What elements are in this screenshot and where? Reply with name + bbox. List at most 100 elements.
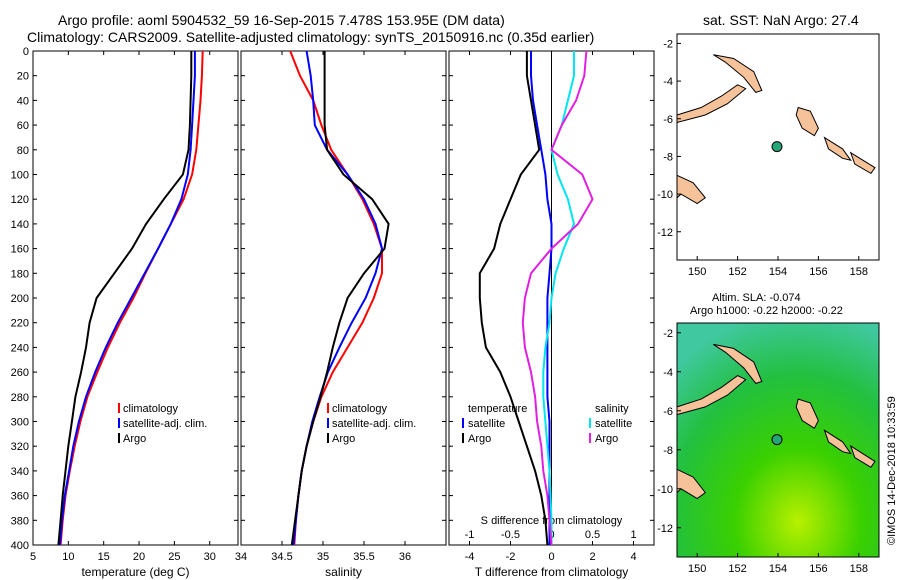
map-y-tick-label: -2 (663, 328, 673, 340)
legend-label: Argo (468, 433, 491, 445)
s-tick-label: -0.5 (501, 529, 520, 541)
land-mass (713, 343, 763, 384)
map-y-tick-label: -8 (663, 151, 673, 163)
y-tick-label: 320 (11, 441, 29, 453)
legend-label: satellite (468, 418, 505, 430)
land-mass (823, 429, 852, 455)
sst-map-panel: 150 152 154 156 158 -2 -4 -6 -8 -10 -12 (657, 33, 880, 278)
x-axis-label: temperature (deg C) (81, 565, 189, 579)
map-y-tick-label: -6 (663, 114, 673, 126)
x-axis-label: T difference from climatology (475, 565, 629, 579)
x-tick-label: 35.5 (353, 551, 374, 563)
y-tick-label: 300 (11, 417, 29, 429)
axes-frame (32, 50, 239, 546)
x-tick-label: 15 (98, 551, 110, 563)
legend-label: climatology (123, 403, 179, 415)
land-mass (795, 106, 819, 137)
axes-frame (240, 50, 447, 546)
y-tick-label: 200 (11, 293, 29, 305)
map-x-tick-label: 154 (769, 563, 787, 575)
legend-label: satellite-adj. clim. (332, 418, 416, 430)
series-line-argo (290, 51, 390, 546)
x-tick-label: 4 (630, 551, 636, 563)
y-tick-label: 140 (11, 219, 29, 231)
y-tick-label: 0 (23, 46, 29, 58)
imos-watermark: ©IMOS 14-Dec-2018 10:33:59 (886, 396, 898, 545)
land-mass (676, 84, 747, 124)
s-tick-label: 1 (630, 529, 636, 541)
x-tick-label: 25 (168, 551, 180, 563)
legend-label: Argo (595, 433, 618, 445)
map-y-tick-label: -10 (657, 189, 673, 201)
map-y-tick-label: -4 (663, 76, 673, 88)
series-line-argo (57, 51, 193, 546)
sla-map-title2: Argo h1000: -0.22 h2000: -0.22 (690, 305, 843, 317)
title-line2: Climatology: CARS2009. Satellite-adjuste… (27, 29, 594, 45)
legend-label: temperature (468, 403, 527, 415)
legend-label: Argo (123, 433, 146, 445)
land-mass (795, 398, 819, 430)
legend-label: satellite (595, 418, 632, 430)
y-tick-label: 180 (11, 268, 29, 280)
map-x-tick-label: 156 (809, 563, 827, 575)
series-line-t-argo (478, 51, 549, 546)
x-tick-label: 5 (30, 551, 36, 563)
y-tick-label: 160 (11, 244, 29, 256)
y-tick-label: 260 (11, 367, 29, 379)
map-y-tick-label: -2 (663, 38, 673, 50)
y-tick-label: 20 (17, 71, 29, 83)
s-tick-label: 0.5 (585, 529, 600, 541)
x-tick-label: -2 (506, 551, 516, 563)
y-tick-label: 360 (11, 491, 29, 503)
map-x-tick-label: 152 (728, 266, 746, 278)
s-tick-label: -1 (465, 529, 475, 541)
x-tick-label: 30 (204, 551, 216, 563)
map-x-tick-label: 158 (850, 563, 868, 575)
legend-label: Argo (332, 433, 355, 445)
x-tick-label: 35 (317, 551, 329, 563)
y-tick-label: 120 (11, 194, 29, 206)
map-x-tick-label: 150 (688, 563, 706, 575)
series-line-s-argo (521, 50, 594, 546)
x-tick-label: 34 (235, 551, 247, 563)
map-x-tick-label: 152 (728, 563, 746, 575)
x-tick-label: 2 (589, 551, 595, 563)
y-tick-label: 220 (11, 318, 29, 330)
map-y-tick-label: -12 (657, 227, 673, 239)
sla-map-panel: 150 152 154 156 158 -2 -4 -6 -8 -10 -12 (657, 322, 880, 575)
salinity-panel: 34 34.5 35 35.5 36 salinity climatology satelli… (235, 50, 447, 579)
map-x-tick-label: 150 (688, 266, 706, 278)
land-mass (849, 444, 876, 468)
title-line1: Argo profile: aoml 5904532_59 16-Sep-201… (58, 12, 505, 28)
land-mass (823, 136, 852, 161)
x-tick-label: -4 (465, 551, 475, 563)
y-tick-label: 80 (17, 145, 29, 157)
y-tick-label: 100 (11, 170, 29, 182)
y-tick-label: 40 (17, 95, 29, 107)
x-tick-label: 10 (62, 551, 74, 563)
argo-float-marker (771, 141, 783, 153)
argo-float-marker (771, 434, 783, 446)
x-tick-label: 34.5 (271, 551, 292, 563)
map-y-tick-label: -12 (657, 523, 673, 535)
map-y-tick-label: -8 (663, 445, 673, 457)
legend-label: satellite-adj. clim. (123, 418, 207, 430)
y-tick-label: 340 (11, 466, 29, 478)
legend-label: climatology (332, 403, 388, 415)
land-mass (676, 375, 747, 416)
map-x-tick-label: 154 (769, 266, 787, 278)
y-tick-label: 400 (11, 540, 29, 552)
x-tick-label: 36 (399, 551, 411, 563)
map-y-tick-label: -10 (657, 484, 673, 496)
map-y-tick-label: -4 (663, 367, 673, 379)
y-tick-label: 380 (11, 515, 29, 527)
y-tick-label: 60 (17, 120, 29, 132)
map-x-tick-label: 158 (850, 266, 868, 278)
series-line-satellite-adj-clim- (58, 51, 196, 546)
y-tick-label: 280 (11, 392, 29, 404)
legend-label: salinity (595, 403, 629, 415)
sla-map-title1: Altim. SLA: -0.074 (712, 292, 801, 304)
temperature-panel: 0 20 40 60 80 100 120 140 160 180 200 220 240 260 280 3… (11, 46, 239, 579)
x-axis-label: salinity (325, 565, 362, 579)
